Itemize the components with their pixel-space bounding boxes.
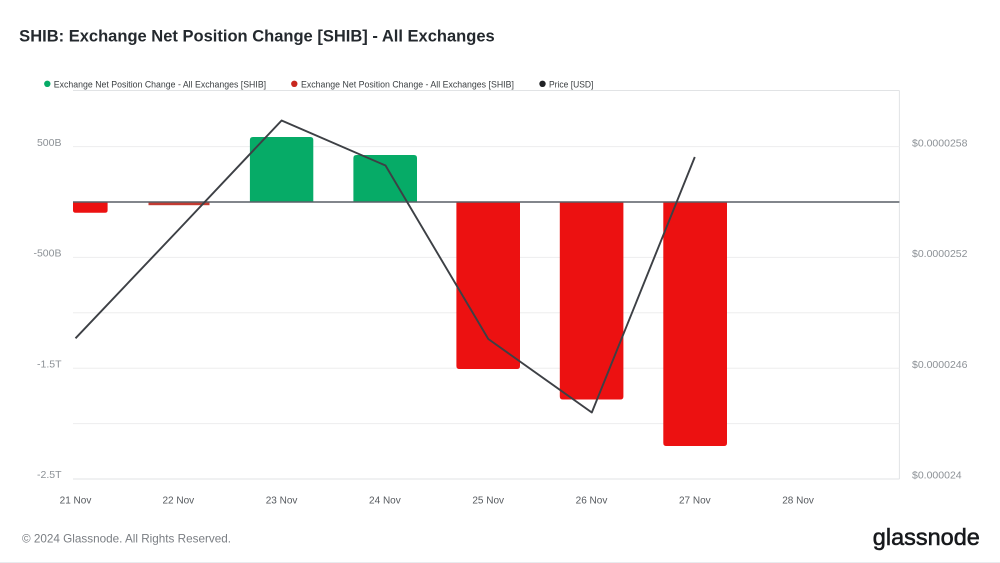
svg-text:$0.000024: $0.000024: [912, 470, 962, 482]
svg-text:27 Nov: 27 Nov: [679, 496, 711, 507]
svg-text:25 Nov: 25 Nov: [472, 496, 504, 507]
svg-text:$0.0000246: $0.0000246: [912, 359, 968, 371]
svg-text:26 Nov: 26 Nov: [576, 496, 608, 507]
svg-text:Exchange Net Position Change -: Exchange Net Position Change - All Excha…: [54, 79, 266, 89]
svg-text:21 Nov: 21 Nov: [60, 496, 92, 507]
svg-text:-2.5T: -2.5T: [37, 469, 62, 481]
svg-text:Price [USD]: Price [USD]: [549, 79, 593, 89]
svg-text:-1.5T: -1.5T: [37, 359, 62, 371]
svg-text:glassnode: glassnode: [873, 524, 980, 550]
svg-text:$0.0000258: $0.0000258: [912, 138, 968, 150]
svg-text:SHIB: Exchange Net Position Ch: SHIB: Exchange Net Position Change [SHIB…: [19, 28, 495, 46]
svg-text:28 Nov: 28 Nov: [782, 496, 814, 507]
svg-text:24 Nov: 24 Nov: [369, 496, 401, 507]
svg-text:$0.0000252: $0.0000252: [912, 248, 968, 260]
svg-text:23 Nov: 23 Nov: [266, 496, 298, 507]
svg-text:© 2024 Glassnode. All Rights R: © 2024 Glassnode. All Rights Reserved.: [22, 532, 231, 546]
svg-text:-500B: -500B: [33, 248, 61, 260]
svg-text:22 Nov: 22 Nov: [162, 496, 194, 507]
svg-text:Exchange Net Position Change -: Exchange Net Position Change - All Excha…: [301, 79, 514, 89]
svg-text:500B: 500B: [37, 137, 62, 149]
